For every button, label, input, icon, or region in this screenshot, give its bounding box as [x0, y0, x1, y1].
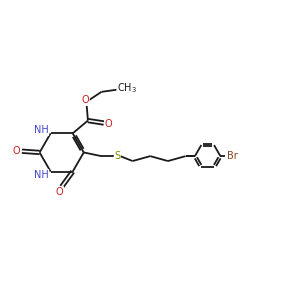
Text: O: O [82, 95, 89, 105]
Text: CH$_3$: CH$_3$ [117, 81, 137, 95]
Text: O: O [13, 146, 20, 156]
Text: NH: NH [34, 169, 49, 179]
Text: O: O [105, 119, 112, 129]
Text: NH: NH [34, 125, 49, 135]
Text: O: O [56, 187, 64, 197]
Text: Br: Br [226, 151, 237, 161]
Text: S: S [114, 151, 120, 161]
